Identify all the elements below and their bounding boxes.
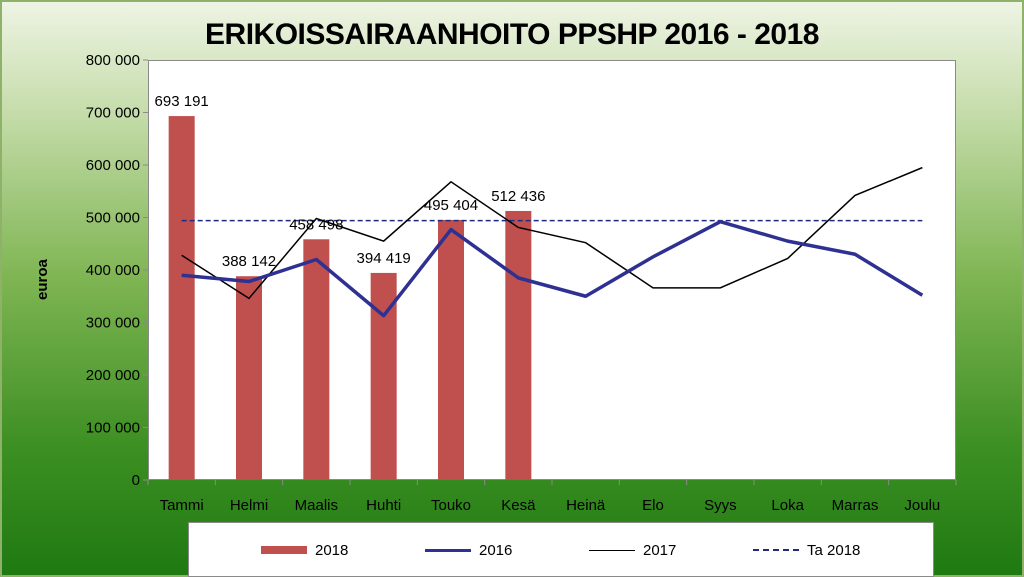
x-tick-label: Joulu <box>904 497 940 514</box>
legend-label-2017: 2017 <box>643 541 677 559</box>
x-tick-label: Kesä <box>501 497 536 514</box>
y-tick-label: 600 000 <box>86 157 140 174</box>
y-tick-label: 200 000 <box>86 367 140 384</box>
y-tick-label: 500 000 <box>86 210 140 227</box>
x-tick-label: Heinä <box>566 497 606 514</box>
chart-title: ERIKOISSAIRAANHOITO PPSHP 2016 - 2018 <box>205 18 819 51</box>
bar-2018 <box>236 276 262 480</box>
bar-2018 <box>505 210 532 480</box>
series-line-2017 <box>181 166 923 300</box>
x-tick-label: Touko <box>431 497 471 514</box>
x-tick-label: Elo <box>642 497 664 514</box>
legend: 2018 2016 2017 Ta 2018 <box>188 522 934 577</box>
bar-data-label: 394 419 <box>357 250 411 267</box>
bar-data-label: 693 191 <box>155 93 209 110</box>
legend-item-ta-2018: Ta 2018 <box>753 540 860 560</box>
x-tick-label: Helmi <box>230 497 268 514</box>
legend-item-2017: 2017 <box>589 540 676 560</box>
bar-data-label: 388 142 <box>222 253 276 270</box>
x-tick-label: Maalis <box>295 497 338 514</box>
bar-data-label: 512 436 <box>491 188 545 205</box>
bar-2018 <box>168 116 195 481</box>
legend-item-2016: 2016 <box>425 540 512 560</box>
legend-swatch-2018 <box>261 546 307 554</box>
x-tick-label: Syys <box>704 497 737 514</box>
legend-swatch-2017 <box>589 549 635 551</box>
series-line-2016 <box>181 219 924 318</box>
y-tick-label: 100 000 <box>86 420 140 437</box>
legend-swatch-ta-2018 <box>753 549 799 551</box>
legend-label-2016: 2016 <box>479 541 513 559</box>
y-tick-label: 0 <box>132 472 140 489</box>
bar-2018 <box>303 239 330 480</box>
legend-swatch-2016 <box>425 548 471 552</box>
y-tick-label: 400 000 <box>86 262 140 279</box>
y-tick-label: 300 000 <box>86 315 140 332</box>
legend-label-2018: 2018 <box>315 541 349 559</box>
bar-2018 <box>438 219 464 480</box>
x-tick-label: Marras <box>832 497 879 514</box>
y-tick-label: 800 000 <box>86 52 140 69</box>
legend-item-2018: 2018 <box>261 540 348 560</box>
bar-data-label: 495 404 <box>424 197 478 214</box>
legend-label-ta-2018: Ta 2018 <box>807 541 861 559</box>
y-tick-label: 700 000 <box>86 105 140 122</box>
bar-data-label: 458 498 <box>289 216 343 233</box>
x-tick-label: Tammi <box>160 497 204 514</box>
x-tick-label: Loka <box>771 497 804 514</box>
x-tick-label: Huhti <box>366 497 401 514</box>
